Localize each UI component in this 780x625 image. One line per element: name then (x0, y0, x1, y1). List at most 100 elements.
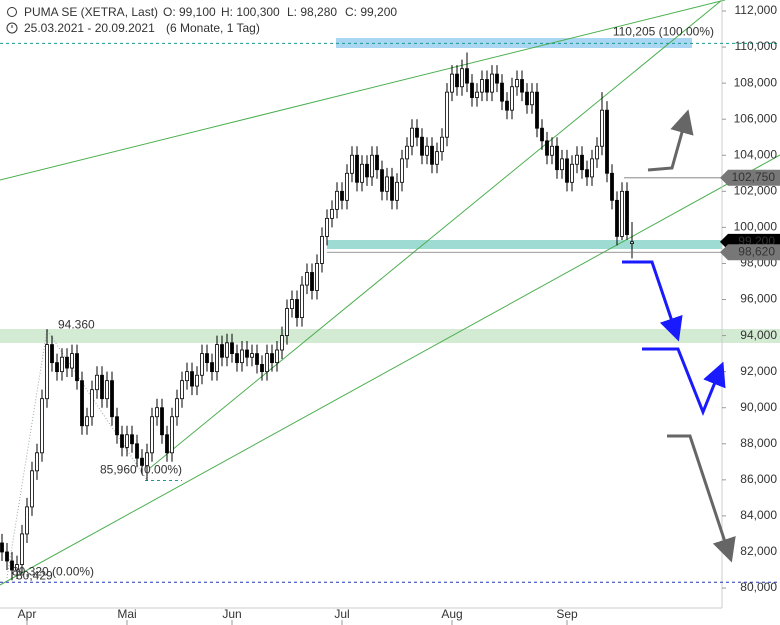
candle-body (420, 136, 424, 156)
candle-body (400, 158, 404, 183)
price-tag (720, 169, 780, 186)
level-label: 110,205 (100.00%) (613, 25, 714, 39)
candle-body (495, 73, 499, 84)
candle-body (105, 380, 109, 400)
candle-body (415, 127, 419, 138)
candle-body (545, 140, 549, 156)
candle-body (440, 136, 444, 153)
candle-body (465, 68, 469, 84)
candle-body (580, 154, 584, 171)
support-zone (327, 240, 722, 249)
candle-body (555, 145, 559, 171)
title: PUMA SE (XETRA, Last) (24, 5, 158, 19)
candle-body (195, 374, 199, 387)
candle-body (180, 380, 184, 400)
price-tag-label: 102,750 (732, 170, 776, 184)
support-zone (0, 329, 780, 343)
candle-body (585, 169, 589, 178)
arrow (667, 434, 736, 563)
candle-body (600, 109, 604, 147)
candle-body (305, 272, 309, 286)
candle-body (395, 181, 399, 201)
candle-body (190, 371, 194, 387)
price-tag (720, 244, 780, 261)
candle-body (130, 434, 134, 445)
candle-body (330, 208, 334, 219)
candle-body (155, 407, 159, 418)
candle-body (285, 308, 289, 336)
candle-body (590, 158, 594, 178)
candle-body (10, 560, 14, 571)
candle-body (170, 416, 174, 454)
trendline (0, 0, 726, 181)
candle-body (625, 190, 629, 236)
price-tag-label: 98,620 (738, 244, 775, 258)
candle-body (110, 380, 114, 418)
ohlc-label: O: 99,100 (163, 5, 216, 19)
candle-body (80, 380, 84, 427)
annotation: 85,960 (0.00%) (100, 463, 182, 477)
candle-body (300, 284, 304, 318)
y-tick-label: 112,000 (735, 3, 778, 17)
candle-body (630, 241, 634, 245)
x-tick-label: Jun (222, 607, 241, 621)
trendline (149, 0, 723, 469)
candle-body (570, 163, 574, 183)
candle-body (575, 154, 579, 165)
candle-body (65, 356, 69, 369)
candle-body (425, 145, 429, 156)
candle-body (25, 506, 29, 535)
candle-body (45, 344, 49, 400)
annotation: 94.360 (58, 317, 95, 331)
candle-body (350, 154, 354, 174)
y-tick-label: 82,000 (740, 544, 777, 558)
candle-body (30, 470, 34, 508)
candle-body (360, 163, 364, 183)
ohlc-label: C: 99,200 (345, 5, 397, 19)
candle-body (500, 82, 504, 102)
candle-body (40, 398, 44, 454)
period: (6 Monate, 1 Tag) (166, 21, 260, 35)
candle-body (220, 344, 224, 358)
candle-body (565, 158, 569, 183)
candle-body (445, 91, 449, 138)
x-tick-label: Aug (441, 607, 462, 621)
resistance-zone (336, 38, 692, 48)
candle-body (370, 154, 374, 178)
candle-body (185, 371, 189, 382)
candles (0, 52, 634, 581)
candle-body (610, 172, 614, 201)
candle-body (235, 353, 239, 364)
candle-body (325, 217, 329, 237)
candle-body (515, 79, 519, 88)
y-tick-label: 80,000 (740, 580, 777, 594)
candle-body (620, 190, 624, 237)
candle-body (70, 353, 74, 369)
candle-body (430, 145, 434, 165)
y-tick-label: 86,000 (740, 472, 777, 486)
candle-body (455, 73, 459, 88)
y-tick-label: 104,000 (734, 147, 778, 161)
candle-body (520, 79, 524, 93)
candle-body (20, 533, 24, 565)
candle-body (160, 407, 164, 436)
candle-body (345, 172, 349, 201)
candle-body (385, 176, 389, 192)
y-tick-label: 94,000 (740, 328, 777, 342)
candle-body (460, 68, 464, 88)
candle-body (85, 416, 89, 427)
candle-body (90, 389, 94, 418)
ohlc-label: L: 98,280 (287, 5, 337, 19)
candle-body (215, 344, 219, 373)
x-tick-label: Mai (117, 607, 136, 621)
candle-body (240, 349, 244, 364)
candle-body (75, 353, 79, 382)
candle-body (550, 145, 554, 156)
candle-body (50, 344, 54, 364)
candle-body (475, 91, 479, 98)
y-tick-label: 84,000 (740, 508, 777, 522)
candle-body (95, 374, 99, 391)
